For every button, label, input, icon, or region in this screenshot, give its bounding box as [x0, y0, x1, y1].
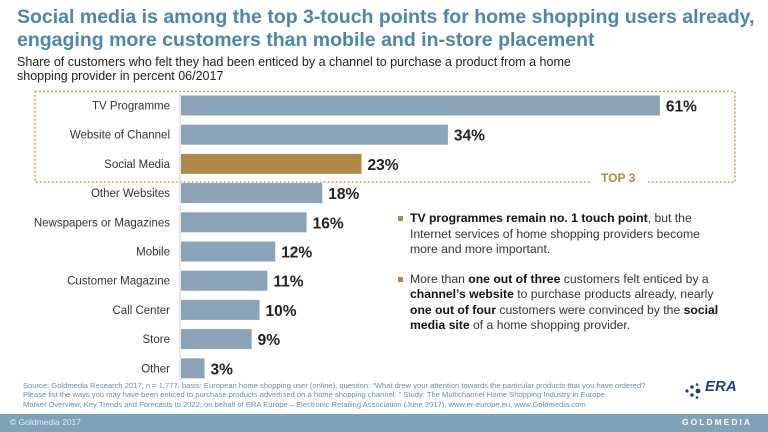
note-bold: social media site [410, 302, 719, 333]
top3-highlight-box [34, 90, 736, 183]
category-label: Social Media [104, 159, 170, 171]
source-line: Please list the ways you may have been e… [23, 390, 608, 400]
note-text: customers were convinced by the [495, 302, 684, 317]
bar [181, 212, 307, 233]
bar [181, 358, 205, 379]
note-text: of a home shopping provider. [469, 318, 631, 332]
note-bold: channel’s website [410, 287, 514, 301]
note-text: to purchase products already, nearly [513, 287, 714, 301]
bar [181, 270, 268, 291]
data-label: 16% [313, 215, 344, 232]
category-label: TV Programme [92, 101, 170, 113]
bar [181, 329, 252, 350]
category-label: Other [141, 363, 170, 375]
category-label: Other Websites [91, 188, 170, 200]
source-note: Source: Goldmedia Research 2017, n = 1,7… [23, 381, 663, 409]
note-text: More than [410, 271, 469, 286]
data-label: 23% [368, 157, 399, 174]
chart-subtitle: Share of customers who felt they had bee… [17, 55, 571, 83]
source-line: Market Overview, Key Trends and Forecast… [23, 399, 586, 409]
note-website: More than one out of three customers fel… [398, 272, 728, 334]
bar [181, 299, 260, 320]
top3-label: TOP 3 [601, 171, 636, 185]
data-label: 9% [258, 332, 281, 349]
note-text: , but the Internet services of home shop… [410, 211, 700, 256]
top3-label-gap [592, 177, 648, 186]
bar-chart: TV Programme 61% Website of Channel 34% Soci… [34, 90, 736, 380]
bullet-square-icon [398, 216, 403, 221]
data-label: 34% [454, 128, 485, 145]
bar [181, 241, 276, 262]
category-label: Call Center [112, 305, 170, 317]
category-label: Mobile [136, 247, 170, 259]
data-label: 11% [273, 274, 303, 291]
note-tv: TV programmes remain no. 1 touch point, … [398, 211, 728, 258]
note-bold: TV programmes remain no. 1 touch point [410, 211, 648, 225]
data-label: 18% [328, 186, 359, 203]
era-logo-icon [685, 383, 701, 399]
bar [181, 124, 448, 145]
note-bold: one out of four [410, 302, 496, 317]
category-label: Customer Magazine [67, 276, 170, 288]
footer-copyright: © Goldmedia 2017 [10, 417, 82, 427]
bullet-square-icon [398, 276, 403, 282]
bar [181, 153, 362, 174]
category-label: Store [143, 334, 171, 346]
notes-panel: TV programmes remain no. 1 touch point, … [398, 211, 728, 348]
source-line: Source: Goldmedia Research 2017, n = 1,7… [23, 381, 646, 390]
data-label: 12% [281, 245, 312, 262]
footer-brand: GOLDMEDIA [682, 417, 752, 427]
category-label: Newspapers or Magazines [34, 217, 170, 229]
note-text: customers felt enticed by a [560, 271, 709, 286]
bar [181, 95, 660, 116]
page-title: Social media is among the top 3-touch po… [17, 6, 755, 51]
data-label: 3% [211, 361, 234, 378]
data-label: 61% [666, 99, 697, 116]
data-label: 10% [266, 303, 297, 320]
note-bold: one out of three [468, 271, 561, 286]
footer-bar: © Goldmedia 2017 GOLDMEDIA [0, 414, 768, 432]
category-label: Website of Channel [70, 130, 170, 142]
bar [181, 183, 323, 204]
era-logo: ERA [705, 378, 737, 395]
